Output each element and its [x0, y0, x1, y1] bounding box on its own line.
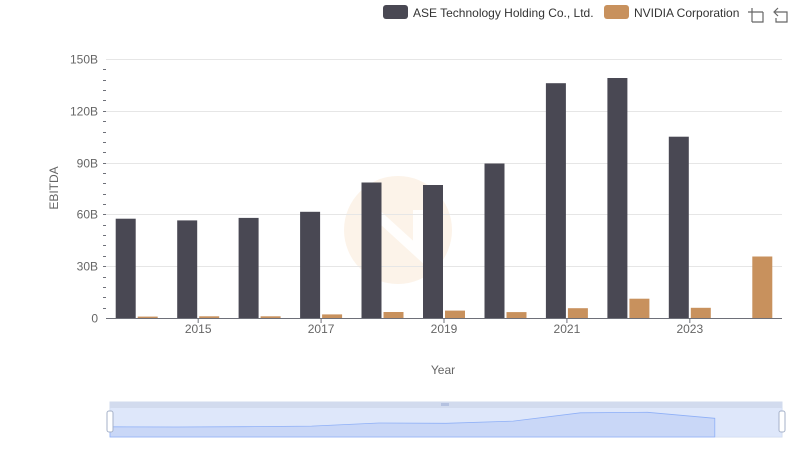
y-axis-labels: 0 30B 60B 90B 120B 150B: [70, 53, 98, 326]
bar-nvidia-2020[interactable]: [506, 312, 527, 318]
bar-nvidia-2015[interactable]: [199, 316, 220, 318]
bar-nvidia-2024[interactable]: [752, 256, 773, 319]
data-zoom-right-handle[interactable]: [778, 410, 786, 433]
bar-ase-2016[interactable]: [238, 217, 259, 318]
legend-item-ase[interactable]: ASE Technology Holding Co., Ltd.: [383, 5, 594, 20]
bar-nvidia-2019[interactable]: [445, 310, 465, 318]
bar-nvidia-2021[interactable]: [567, 308, 588, 318]
y-tick-label: 0: [91, 312, 98, 326]
bar-nvidia-2017[interactable]: [322, 314, 343, 318]
data-zoom-drag-grip[interactable]: [441, 403, 449, 406]
x-tick-label: 2017: [308, 322, 335, 336]
bar-nvidia-2023[interactable]: [690, 307, 711, 318]
bar-ase-2019[interactable]: [423, 185, 443, 318]
x-axis-title: Year: [431, 363, 455, 377]
bar-ase-2014[interactable]: [115, 218, 136, 318]
y-tick-label: 30B: [77, 260, 98, 274]
bar-ase-2017[interactable]: [300, 211, 321, 318]
bar-nvidia-2016[interactable]: [260, 316, 281, 318]
legend-label-nvidia: NVIDIA Corporation: [634, 6, 739, 20]
legend-item-nvidia[interactable]: NVIDIA Corporation: [604, 5, 739, 20]
legend-label-ase: ASE Technology Holding Co., Ltd.: [413, 6, 594, 20]
data-zoom-preview-area: [109, 411, 716, 438]
bars: [115, 78, 773, 319]
data-zoom-slider[interactable]: [106, 401, 786, 438]
y-tick-label: 90B: [77, 157, 98, 171]
legend[interactable]: ASE Technology Holding Co., Ltd. NVIDIA …: [383, 5, 739, 20]
bar-ase-2021[interactable]: [545, 83, 566, 318]
y-axis-minor-ticks: [103, 69, 106, 309]
bar-nvidia-2022[interactable]: [629, 298, 650, 318]
x-tick-label: 2019: [431, 322, 458, 336]
bar-nvidia-2014[interactable]: [137, 316, 158, 318]
x-axis-labels: 2015 2017 2019 2021 2023: [185, 318, 703, 336]
x-tick-label: 2021: [554, 322, 581, 336]
y-tick-label: 120B: [70, 105, 98, 119]
bar-ase-2020[interactable]: [484, 163, 505, 319]
y-tick-label: 60B: [77, 208, 98, 222]
bar-ase-2023[interactable]: [668, 136, 689, 318]
zoom-select-icon[interactable]: [748, 8, 764, 23]
x-tick-label: 2023: [676, 322, 703, 336]
y-axis-title: EBITDA: [47, 166, 61, 209]
x-tick-label: 2015: [185, 322, 212, 336]
y-tick-label: 150B: [70, 53, 98, 67]
bar-ase-2015[interactable]: [177, 220, 198, 318]
data-zoom-left-handle[interactable]: [106, 410, 114, 433]
legend-swatch-ase: [383, 5, 408, 19]
bar-ase-2022[interactable]: [607, 78, 628, 318]
legend-swatch-nvidia: [604, 5, 629, 19]
bar-ase-2018[interactable]: [361, 182, 382, 319]
bar-nvidia-2018[interactable]: [383, 312, 404, 318]
zoom-reset-icon[interactable]: [773, 7, 788, 23]
